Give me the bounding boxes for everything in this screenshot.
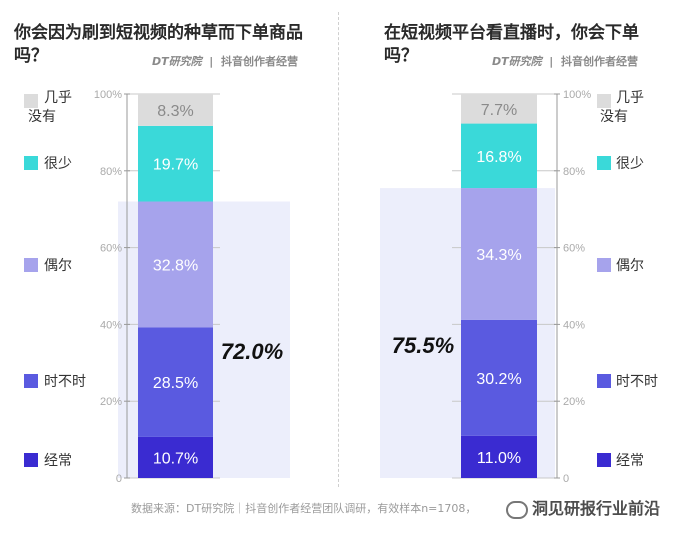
y-tick-label: 60% (563, 243, 585, 255)
bar-segment-3 (461, 123, 537, 189)
bar-segment-0 (138, 436, 213, 478)
bar-segment-2 (138, 201, 213, 328)
y-tick-label: 40% (100, 319, 122, 331)
legend-swatch (597, 258, 611, 272)
legend-label: 经常 (44, 453, 72, 469)
chart-title-right: 在短视频平台看直播时，你会下单吗？ (384, 23, 639, 66)
legend-label: 偶尔 (44, 258, 72, 274)
legend-swatch (597, 374, 611, 388)
dt-brand-text: DT研究院 (152, 55, 202, 68)
data-label: 30.2% (476, 371, 521, 388)
dy-brand-text: 抖音创作者经营 (560, 55, 638, 68)
legend-label: 没有 (28, 109, 56, 125)
y-tick-label: 20% (100, 396, 122, 408)
data-label: 19.7% (153, 157, 198, 174)
wechat-icon (506, 500, 528, 519)
data-label: 16.8% (476, 149, 521, 166)
watermark-text: 洞见研报行业前沿 (532, 499, 661, 518)
data-label: 10.7% (153, 450, 198, 467)
legend-label: 几乎 (44, 90, 72, 106)
legend-swatch (24, 258, 38, 272)
legend-label: 时不时 (44, 374, 86, 390)
data-label: 8.3% (157, 103, 193, 120)
legend-swatch (597, 156, 611, 170)
legend-label: 时不时 (616, 374, 658, 390)
legend-swatch (24, 374, 38, 388)
y-tick-label: 0 (563, 473, 569, 485)
data-label: 34.3% (476, 247, 521, 264)
legend-label: 很少 (616, 156, 644, 172)
legend-label: 偶尔 (616, 258, 644, 274)
y-tick-label: 80% (563, 166, 585, 178)
bar-segment-3 (138, 125, 213, 202)
chart-title-left: 你会因为刷到短视频的种草而下单商品吗？ (14, 23, 303, 66)
brand-label-right: DT研究院 | 抖音创作者经营 (492, 55, 638, 68)
bar-segment-4 (138, 94, 213, 126)
data-label: 7.7% (481, 102, 517, 119)
y-tick-label: 80% (100, 166, 122, 178)
data-label: 32.8% (153, 257, 198, 274)
y-tick-label: 0 (116, 473, 122, 485)
legend-label: 很少 (44, 156, 72, 172)
legend-label: 经常 (616, 453, 644, 469)
dy-brand-text: 抖音创作者经营 (220, 55, 298, 68)
data-label: 11.0% (477, 450, 521, 467)
bar-segment-1 (461, 319, 537, 436)
y-tick-label: 100% (563, 89, 591, 101)
y-tick-label: 100% (94, 89, 122, 101)
legend-swatch (597, 94, 611, 108)
y-tick-label: 40% (563, 319, 585, 331)
brand-label-left: DT研究院 | 抖音创作者经营 (152, 55, 298, 68)
panel-divider (338, 12, 339, 487)
data-label: 28.5% (153, 375, 198, 392)
legend-swatch (24, 94, 38, 108)
legend-swatch (597, 453, 611, 467)
dt-brand-text: DT研究院 (492, 55, 542, 68)
y-tick-label: 60% (100, 243, 122, 255)
data-source-footer: 数据来源：DT研究院｜抖音创作者经营团队调研，有效样本n=1708， (131, 502, 477, 515)
legend-swatch (24, 156, 38, 170)
legend-label: 没有 (600, 109, 628, 125)
legend-swatch (24, 453, 38, 467)
highlight-sum-label: 72.0% (221, 339, 283, 364)
highlight-sum-label: 75.5% (392, 333, 454, 358)
watermark: 洞见研报行业前沿 (506, 495, 660, 519)
bar-segment-1 (138, 327, 213, 437)
bar-segment-0 (461, 435, 537, 478)
bar-segment-2 (461, 188, 537, 320)
y-tick-label: 20% (563, 396, 585, 408)
legend-label: 几乎 (616, 90, 644, 106)
bar-segment-4 (461, 94, 537, 124)
